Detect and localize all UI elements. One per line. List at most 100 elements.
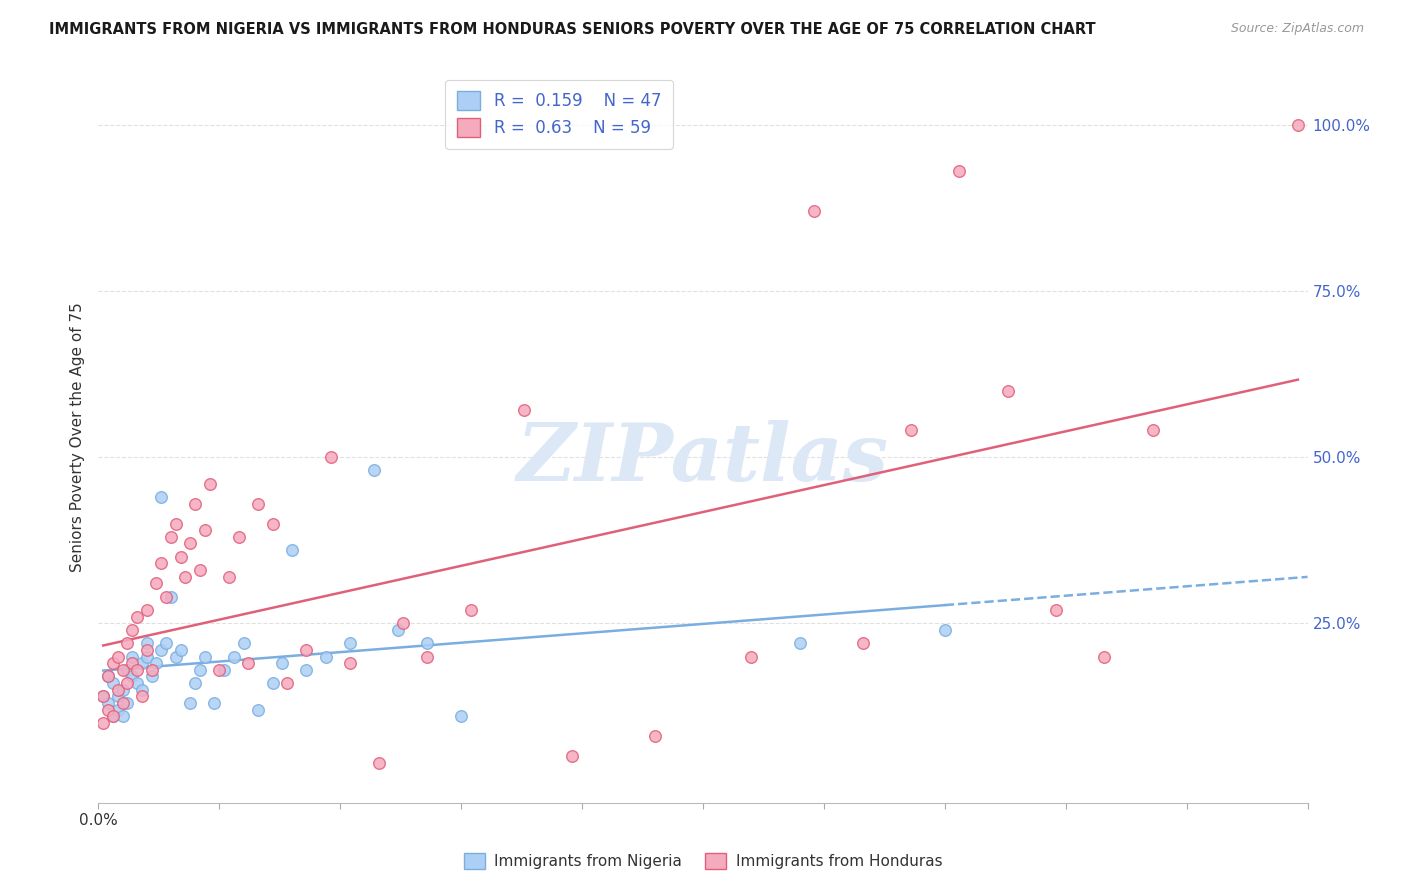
Point [900,424,922,438]
Point [281,543,304,558]
Point [271,656,294,670]
Point [101,676,124,690]
Point [392,616,415,631]
Point [450,709,472,723]
Point [416,649,439,664]
Point [188,563,211,577]
Point [789,636,811,650]
Point [111,696,134,710]
Point [97,669,120,683]
Point [513,403,536,417]
Point [107,682,129,697]
Point [339,636,361,650]
Point [184,676,207,690]
Point [111,682,134,697]
Point [208,663,231,677]
Point [121,656,143,670]
Point [127,609,149,624]
Point [169,643,191,657]
Point [141,663,163,677]
Point [97,669,120,683]
Point [91,690,114,704]
Point [107,649,129,664]
Point [188,663,211,677]
Point [262,676,284,690]
Point [145,656,167,670]
Point [145,576,167,591]
Point [315,649,337,664]
Point [91,716,114,731]
Point [416,636,439,650]
Point [803,204,825,219]
Point [740,649,762,664]
Point [155,590,177,604]
Point [117,676,139,690]
Point [934,623,956,637]
Legend: Immigrants from Nigeria, Immigrants from Honduras: Immigrants from Nigeria, Immigrants from… [457,847,949,875]
Point [179,696,201,710]
Point [179,536,201,550]
Point [121,649,143,664]
Point [135,643,157,657]
Point [1286,118,1309,132]
Point [101,709,124,723]
Point [238,656,260,670]
Point [1045,603,1067,617]
Point [194,523,217,537]
Point [131,690,153,704]
Text: ZIPatlas: ZIPatlas [517,420,889,498]
Text: IMMIGRANTS FROM NIGERIA VS IMMIGRANTS FROM HONDURAS SENIORS POVERTY OVER THE AGE: IMMIGRANTS FROM NIGERIA VS IMMIGRANTS FR… [49,22,1095,37]
Point [997,384,1019,398]
Point [212,663,235,677]
Point [387,623,409,637]
Point [232,636,254,650]
Point [97,703,120,717]
Point [198,476,221,491]
Point [363,463,385,477]
Point [295,643,318,657]
Point [117,696,139,710]
Legend: R =  0.159    N = 47, R =  0.63    N = 59: R = 0.159 N = 47, R = 0.63 N = 59 [446,79,673,149]
Point [141,669,163,683]
Point [127,676,149,690]
Point [155,636,177,650]
Point [111,663,134,677]
Point [319,450,342,464]
Point [160,530,183,544]
Point [262,516,284,531]
Point [165,516,187,531]
Point [460,603,482,617]
Point [107,703,129,717]
Point [247,703,270,717]
Point [184,497,207,511]
Point [117,636,139,650]
Point [121,623,143,637]
Point [111,709,134,723]
Point [295,663,318,677]
Point [91,690,114,704]
Point [150,490,173,504]
Point [121,669,143,683]
Point [117,663,139,677]
Point [228,530,250,544]
Point [276,676,298,690]
Point [169,549,191,564]
Y-axis label: Seniors Poverty Over the Age of 75: Seniors Poverty Over the Age of 75 [70,302,86,572]
Text: Source: ZipAtlas.com: Source: ZipAtlas.com [1230,22,1364,36]
Point [1094,649,1116,664]
Point [150,557,173,571]
Point [218,570,240,584]
Point [107,690,129,704]
Point [135,636,157,650]
Point [135,603,157,617]
Point [97,696,120,710]
Point [1142,424,1164,438]
Point [644,729,666,743]
Point [101,656,124,670]
Point [247,497,270,511]
Point [368,756,391,770]
Point [131,682,153,697]
Point [160,590,183,604]
Point [339,656,361,670]
Point [127,663,149,677]
